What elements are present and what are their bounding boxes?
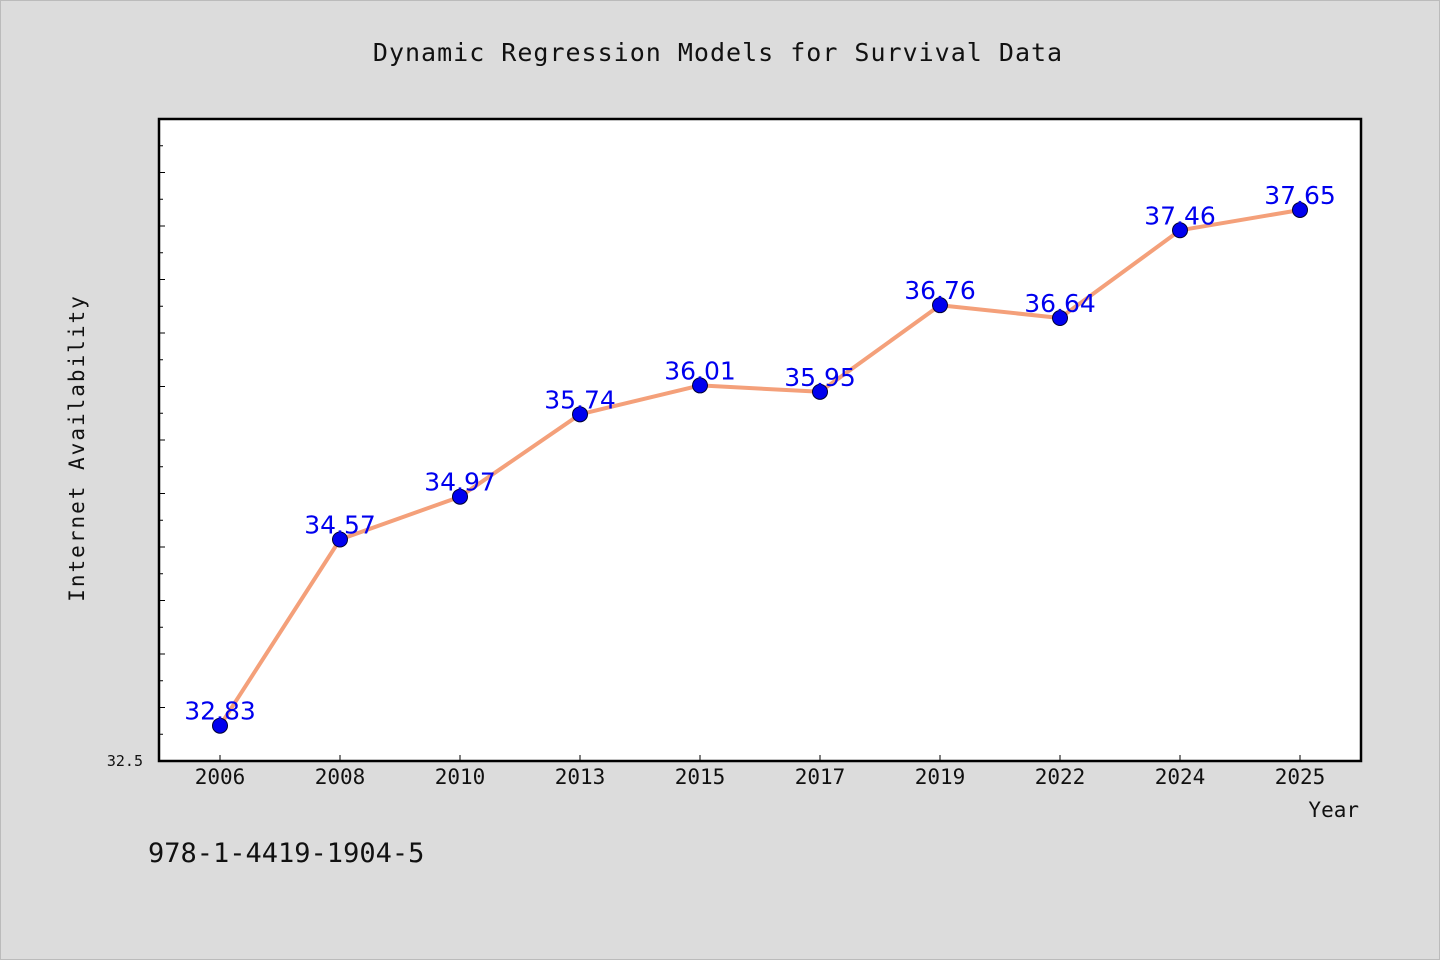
x-tick-label: 2006 — [195, 765, 246, 789]
chart-title: Dynamic Regression Models for Survival D… — [373, 38, 1063, 67]
series-line — [218, 208, 1302, 728]
data-label: 36.76 — [904, 276, 976, 305]
data-label: 32.83 — [184, 697, 256, 726]
data-label: 35.95 — [784, 363, 856, 392]
data-point — [332, 531, 348, 548]
plot-area — [157, 117, 1363, 763]
x-tick-label: 2013 — [555, 765, 606, 789]
x-tick-label: 2019 — [915, 765, 966, 789]
x-tick-label: 2024 — [1155, 765, 1206, 789]
y-axis-ticks — [159, 118, 165, 762]
x-tick-label: 2017 — [795, 765, 846, 789]
data-label: 35.74 — [544, 385, 616, 414]
x-axis-ticks — [219, 755, 1301, 761]
data-labels: 32.83 34.57 34.97 35.74 36.01 35.95 36.76 36.64… — [184, 181, 1336, 726]
x-tick-label: 2015 — [675, 765, 726, 789]
x-axis-label: Year — [1308, 798, 1359, 822]
y-tick-label: 32.5 — [107, 752, 143, 770]
data-point — [572, 406, 588, 423]
data-label: 36.01 — [664, 356, 736, 385]
data-point — [212, 717, 228, 734]
data-point — [1172, 222, 1188, 239]
data-point — [932, 297, 948, 314]
data-point — [1052, 310, 1068, 327]
data-label: 36.64 — [1024, 289, 1096, 318]
x-tick-label: 2022 — [1035, 765, 1086, 789]
isbn-annotation: 978-1-4419-1904-5 — [148, 838, 424, 869]
data-point — [452, 488, 468, 505]
data-point — [812, 383, 828, 400]
series-markers — [212, 201, 1308, 734]
data-label: 34.97 — [424, 468, 496, 497]
x-tick-label: 2010 — [435, 765, 486, 789]
data-point — [692, 377, 708, 394]
data-point — [1292, 201, 1308, 218]
x-tick-label: 2025 — [1275, 765, 1326, 789]
y-axis-label: Internet Availability — [65, 294, 89, 602]
x-tick-label: 2008 — [315, 765, 366, 789]
data-label: 34.57 — [304, 511, 376, 540]
data-label: 37.46 — [1144, 201, 1216, 230]
x-axis-tick-labels: 2006 2008 2010 2013 2015 2017 2019 2022 2024 2025 — [195, 765, 1326, 789]
data-label: 37.65 — [1264, 181, 1336, 210]
